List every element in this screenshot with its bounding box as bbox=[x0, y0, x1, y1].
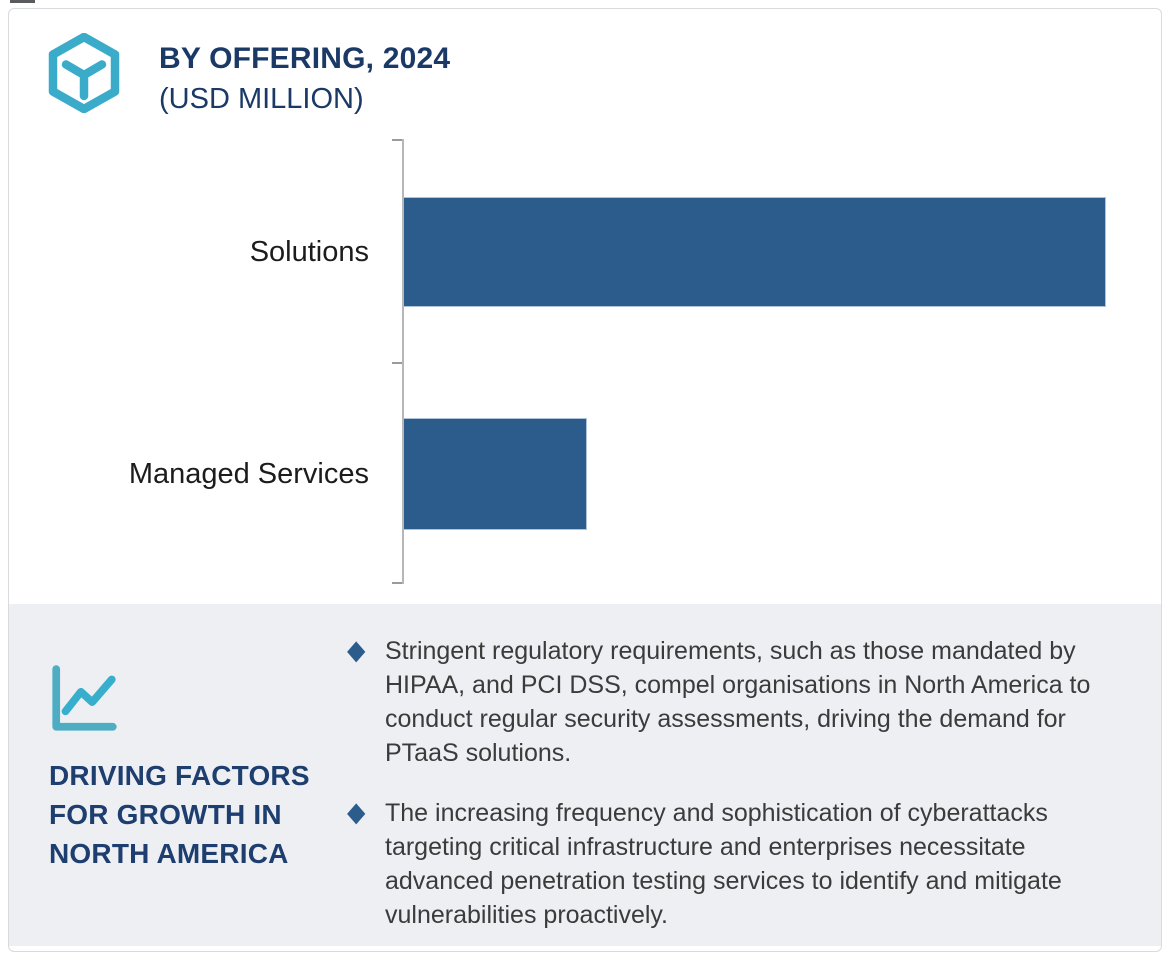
bullet-text-cyberattacks: The increasing frequency and sophisticat… bbox=[385, 799, 1062, 929]
axis-tick bbox=[392, 139, 402, 141]
bar-solutions bbox=[404, 197, 1106, 307]
driving-factors-list: ◆ Stringent regulatory requirements, suc… bbox=[347, 634, 1137, 951]
axis-tick bbox=[392, 362, 402, 364]
heading-line: NORTH AMERICA bbox=[49, 838, 289, 869]
axis-tick bbox=[392, 582, 402, 584]
category-label-managed-services: Managed Services bbox=[128, 458, 369, 490]
heading-line: DRIVING FACTORS bbox=[49, 760, 310, 791]
line-chart-icon bbox=[52, 665, 117, 731]
driving-factors-panel: DRIVING FACTORS FOR GROWTH IN NORTH AMER… bbox=[9, 604, 1161, 946]
list-item: ◆ The increasing frequency and sophistic… bbox=[347, 796, 1137, 932]
driving-factors-heading: DRIVING FACTORS FOR GROWTH IN NORTH AMER… bbox=[49, 756, 310, 873]
bar-managed-services bbox=[404, 418, 587, 530]
top-edge-sliver bbox=[10, 0, 35, 3]
page-title: BY OFFERING, 2024 bbox=[159, 42, 451, 75]
category-axis-line bbox=[402, 139, 404, 584]
heading-line: FOR GROWTH IN bbox=[49, 799, 282, 830]
diamond-bullet-icon: ◆ bbox=[347, 634, 366, 666]
header-title-block: BY OFFERING, 2024 (USD MILLION) bbox=[159, 39, 450, 119]
page-subtitle: (USD MILLION) bbox=[159, 83, 364, 115]
bullet-text-regulatory: Stringent regulatory requirements, such … bbox=[385, 637, 1091, 767]
infographic-card: BY OFFERING, 2024 (USD MILLION) Solution… bbox=[8, 8, 1162, 952]
hexagon-box-icon bbox=[48, 33, 120, 113]
category-label-solutions: Solutions bbox=[249, 236, 369, 268]
diamond-bullet-icon: ◆ bbox=[347, 796, 366, 828]
list-item: ◆ Stringent regulatory requirements, suc… bbox=[347, 634, 1137, 770]
